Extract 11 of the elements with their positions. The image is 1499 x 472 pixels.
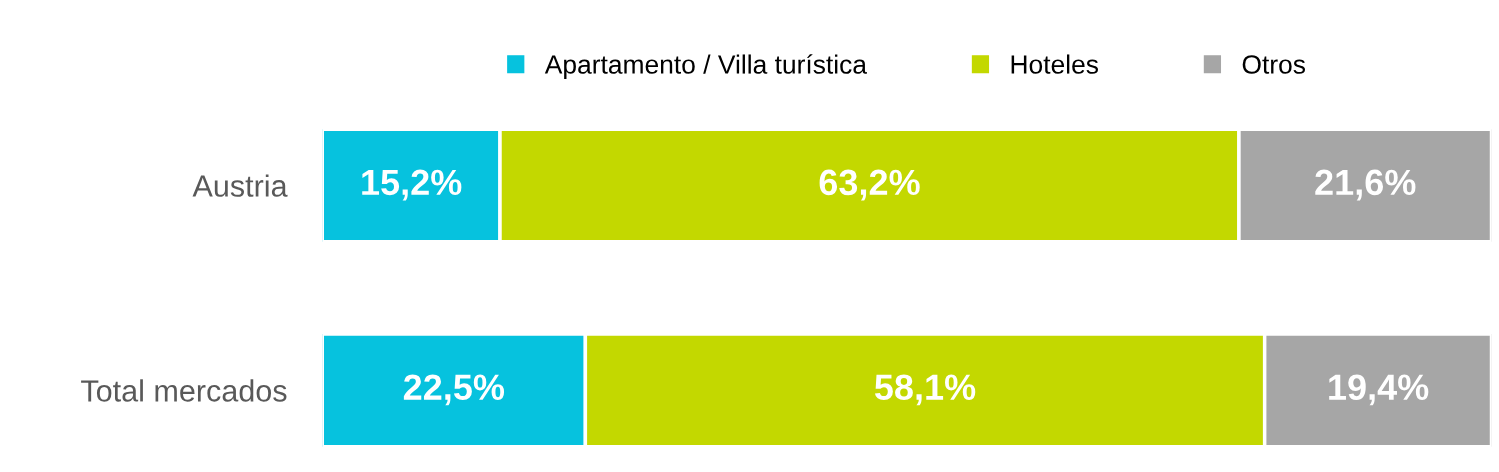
data-label: 15,2% [362, 169, 462, 201]
data-label: 58,1% [874, 374, 976, 406]
legend-label: Apartamento / Villa turística [544, 54, 867, 80]
y-tick-label: Total mercados [81, 379, 287, 402]
data-label: 21,6% [1315, 169, 1416, 201]
legend-label: Hoteles [1011, 54, 1098, 74]
legend-label: Otros [1242, 55, 1306, 74]
data-label: 22,5% [403, 374, 505, 406]
data-label: 19,4% [1329, 374, 1429, 406]
y-tick-label: Austria [192, 174, 288, 197]
data-label: 63,2% [819, 169, 920, 201]
